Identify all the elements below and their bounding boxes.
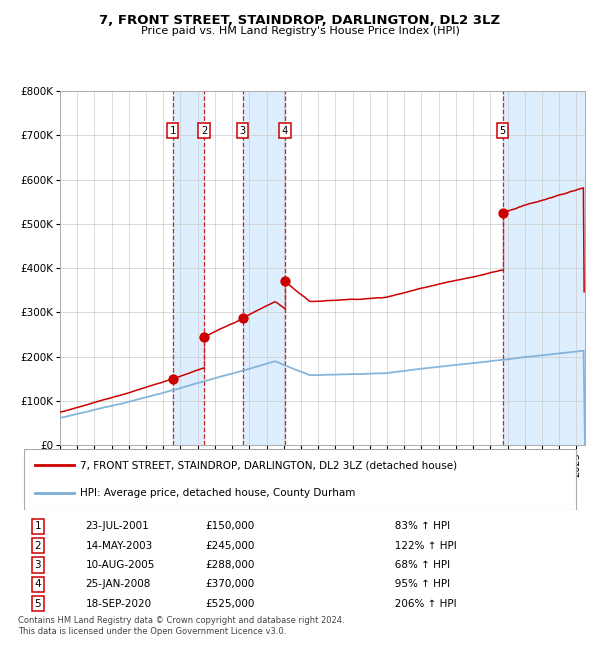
Point (168, 374, 178, 384)
Text: 14-MAY-2003: 14-MAY-2003 (86, 541, 153, 551)
Bar (242, 91, 285, 445)
Text: 10-AUG-2005: 10-AUG-2005 (86, 560, 155, 570)
Text: Contains HM Land Registry data © Crown copyright and database right 2024.: Contains HM Land Registry data © Crown c… (18, 616, 344, 625)
Bar (503, 91, 585, 445)
Point (498, 207, 508, 218)
Text: This data is licensed under the Open Government Licence v3.0.: This data is licensed under the Open Gov… (18, 627, 286, 636)
Text: 5: 5 (34, 599, 41, 608)
Text: 4: 4 (282, 126, 288, 136)
Text: £150,000: £150,000 (206, 521, 255, 531)
Text: 1: 1 (170, 126, 176, 136)
Text: 7, FRONT STREET, STAINDROP, DARLINGTON, DL2 3LZ (detached house): 7, FRONT STREET, STAINDROP, DARLINGTON, … (80, 460, 457, 470)
Text: 25-JAN-2008: 25-JAN-2008 (86, 579, 151, 590)
Text: 23-JUL-2001: 23-JUL-2001 (86, 521, 149, 531)
Text: HPI: Average price, detached house, County Durham: HPI: Average price, detached house, Coun… (80, 488, 355, 498)
Text: £525,000: £525,000 (206, 599, 255, 608)
Text: £288,000: £288,000 (206, 560, 255, 570)
Text: 3: 3 (34, 560, 41, 570)
FancyBboxPatch shape (23, 449, 577, 510)
Point (238, 313, 247, 323)
Text: 68% ↑ HPI: 68% ↑ HPI (385, 560, 450, 570)
Bar (173, 91, 204, 445)
Text: 1: 1 (34, 521, 41, 531)
Text: £370,000: £370,000 (206, 579, 255, 590)
Text: 5: 5 (499, 126, 506, 136)
Text: 206% ↑ HPI: 206% ↑ HPI (385, 599, 456, 608)
Text: 3: 3 (239, 126, 246, 136)
Text: 2: 2 (201, 126, 207, 136)
Text: 2: 2 (34, 541, 41, 551)
Text: 83% ↑ HPI: 83% ↑ HPI (385, 521, 450, 531)
Point (280, 276, 290, 287)
Text: £245,000: £245,000 (206, 541, 255, 551)
Point (199, 332, 209, 342)
Text: Price paid vs. HM Land Registry's House Price Index (HPI): Price paid vs. HM Land Registry's House … (140, 26, 460, 36)
Text: 122% ↑ HPI: 122% ↑ HPI (385, 541, 457, 551)
Text: 4: 4 (34, 579, 41, 590)
Text: 95% ↑ HPI: 95% ↑ HPI (385, 579, 450, 590)
Text: 7, FRONT STREET, STAINDROP, DARLINGTON, DL2 3LZ: 7, FRONT STREET, STAINDROP, DARLINGTON, … (100, 14, 500, 27)
Text: 18-SEP-2020: 18-SEP-2020 (86, 599, 152, 608)
